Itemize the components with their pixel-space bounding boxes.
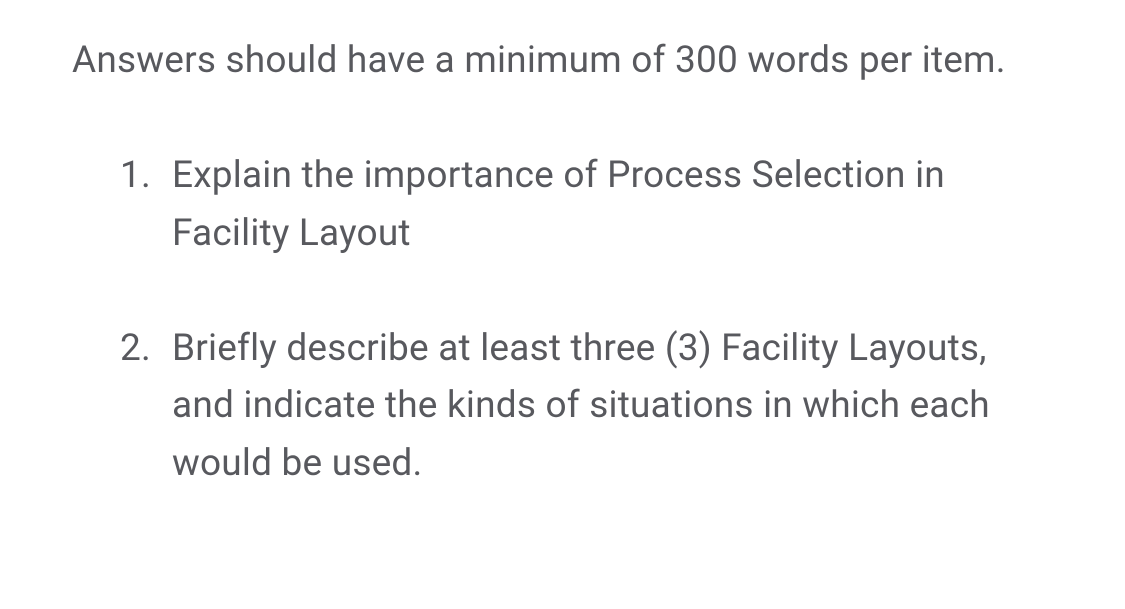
list-item: 2. Briefly describe at least three (3) F… (120, 320, 1053, 492)
list-number: 2. (120, 320, 151, 377)
list-item: 1. Explain the importance of Process Sel… (120, 147, 1053, 262)
list-item-text: Explain the importance of Process Select… (172, 154, 945, 254)
list-number: 1. (120, 147, 151, 204)
intro-text: Answers should have a minimum of 300 wor… (72, 32, 1053, 89)
list-item-text: Briefly describe at least three (3) Faci… (172, 327, 990, 485)
question-list: 1. Explain the importance of Process Sel… (72, 147, 1053, 492)
